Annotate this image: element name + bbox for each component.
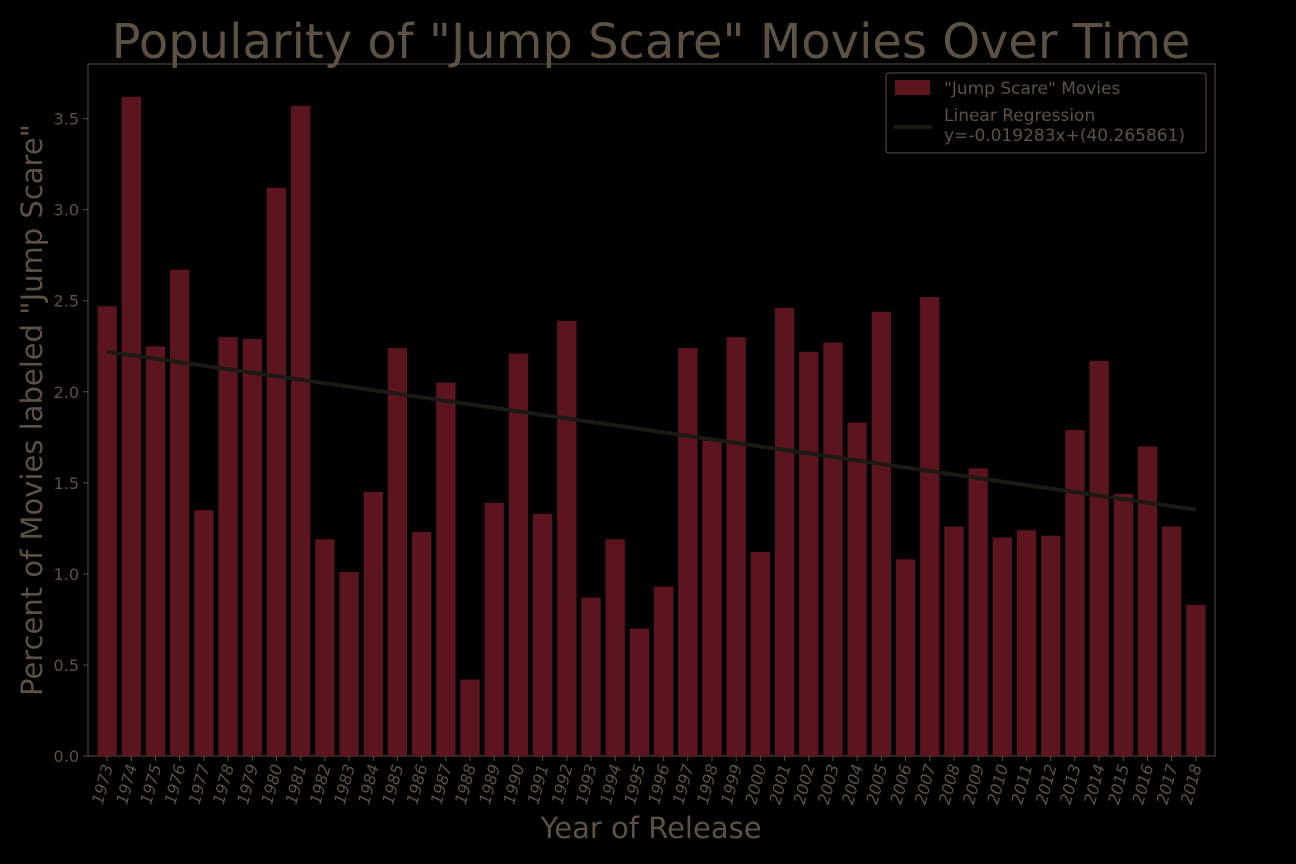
bar-2004 <box>847 422 867 756</box>
x-axis-title: Year of Release <box>539 811 761 845</box>
bar-1978 <box>218 337 238 756</box>
legend-swatch-bars <box>895 80 930 95</box>
bar-1998 <box>702 440 722 756</box>
plot-area-frame <box>87 63 1216 757</box>
bar-2015 <box>1113 493 1133 756</box>
bar-2013 <box>1065 430 1085 756</box>
bars-group <box>97 96 1206 756</box>
bar-1992 <box>557 320 577 756</box>
bar-1988 <box>460 679 480 756</box>
bar-2008 <box>944 526 964 756</box>
x-axis-ticks: 1973197419751976197719781979198019811982… <box>88 756 1206 806</box>
legend-label-equation: y=-0.019283x+(40.265861) <box>944 126 1185 146</box>
x-tick-label: 2018 <box>1177 762 1206 806</box>
legend-label-bars: "Jump Scare" Movies <box>944 79 1121 99</box>
bar-1981 <box>290 105 311 756</box>
bar-2003 <box>823 342 843 756</box>
y-tick-label: 0.0 <box>54 747 79 766</box>
bar-1973 <box>97 306 117 756</box>
chart-title: Popularity of "Jump Scare" Movies Over T… <box>112 14 1191 70</box>
legend: "Jump Scare" Movies Linear Regression y=… <box>885 72 1207 154</box>
bar-1974 <box>121 96 141 756</box>
legend-label-regression: Linear Regression <box>944 106 1095 126</box>
bar-1979 <box>242 338 262 756</box>
bar-1997 <box>678 348 698 756</box>
bar-1977 <box>194 510 214 756</box>
bar-1991 <box>532 513 553 756</box>
y-axis-ticks: 0.0 0.5 1.0 1.5 2.0 2.5 3.0 3.5 <box>54 110 88 766</box>
bar-2007 <box>920 297 940 756</box>
bar-2014 <box>1089 360 1109 756</box>
y-tick-label: 3.0 <box>54 201 79 220</box>
y-axis-title: Percent of Movies labeled "Jump Scare" <box>15 124 49 696</box>
bar-2000 <box>750 552 771 756</box>
regression-line <box>106 349 1197 512</box>
bar-1994 <box>605 539 625 756</box>
bar-2011 <box>1016 530 1037 756</box>
bar-2001 <box>774 308 795 756</box>
bar-2012 <box>1041 535 1061 756</box>
bar-2016 <box>1137 446 1158 756</box>
y-tick-label: 1.5 <box>54 474 79 493</box>
bar-1999 <box>726 337 746 756</box>
bar-1987 <box>436 382 456 756</box>
bar-1995 <box>629 628 650 756</box>
bar-1996 <box>653 586 674 756</box>
y-tick-label: 2.0 <box>54 383 79 402</box>
y-tick-label: 1.0 <box>54 565 79 584</box>
legend-box <box>885 72 1207 154</box>
bar-1984 <box>363 491 383 756</box>
bar-1975 <box>145 346 166 756</box>
bar-1986 <box>411 532 432 756</box>
bar-1989 <box>484 502 504 756</box>
bar-2017 <box>1162 526 1182 756</box>
y-tick-label: 3.5 <box>54 110 79 129</box>
bar-2009 <box>968 468 988 756</box>
y-tick-label: 2.5 <box>54 292 79 311</box>
bar-2018 <box>1186 604 1206 756</box>
bar-1980 <box>266 187 287 756</box>
bar-1976 <box>170 269 190 756</box>
bar-2010 <box>992 537 1013 756</box>
bar-1993 <box>581 597 601 756</box>
bar-2006 <box>895 559 916 756</box>
bar-1982 <box>315 539 335 756</box>
bar-1983 <box>339 572 359 756</box>
bar-1990 <box>508 353 529 756</box>
bar-2005 <box>871 311 892 756</box>
y-tick-label: 0.5 <box>54 656 79 675</box>
bar-2002 <box>799 351 819 756</box>
bar-1985 <box>387 348 408 756</box>
